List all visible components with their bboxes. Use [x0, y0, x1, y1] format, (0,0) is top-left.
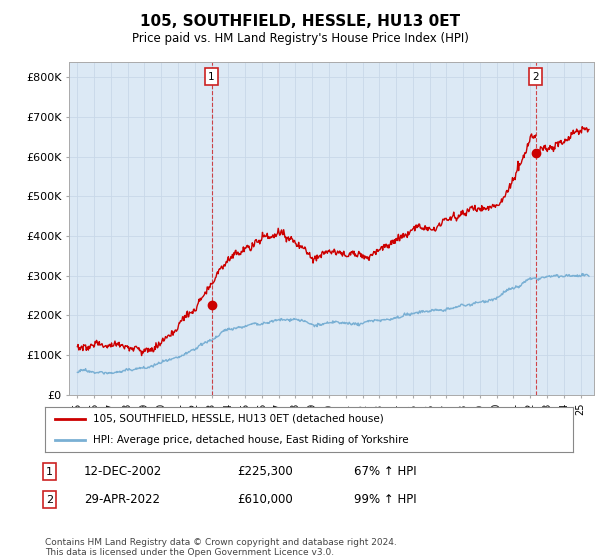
Text: HPI: Average price, detached house, East Riding of Yorkshire: HPI: Average price, detached house, East…	[92, 435, 408, 445]
Text: Contains HM Land Registry data © Crown copyright and database right 2024.
This d: Contains HM Land Registry data © Crown c…	[45, 538, 397, 557]
Text: 99% ↑ HPI: 99% ↑ HPI	[354, 493, 416, 506]
Text: 29-APR-2022: 29-APR-2022	[84, 493, 160, 506]
Text: 2: 2	[532, 72, 539, 82]
Text: £610,000: £610,000	[237, 493, 293, 506]
Text: 12-DEC-2002: 12-DEC-2002	[84, 465, 162, 478]
Text: £225,300: £225,300	[237, 465, 293, 478]
Text: 105, SOUTHFIELD, HESSLE, HU13 0ET: 105, SOUTHFIELD, HESSLE, HU13 0ET	[140, 14, 460, 29]
Text: Price paid vs. HM Land Registry's House Price Index (HPI): Price paid vs. HM Land Registry's House …	[131, 32, 469, 45]
Text: 2: 2	[46, 494, 53, 505]
Text: 105, SOUTHFIELD, HESSLE, HU13 0ET (detached house): 105, SOUTHFIELD, HESSLE, HU13 0ET (detac…	[92, 414, 383, 424]
Text: 1: 1	[208, 72, 215, 82]
Text: 67% ↑ HPI: 67% ↑ HPI	[354, 465, 416, 478]
Text: 1: 1	[46, 466, 53, 477]
